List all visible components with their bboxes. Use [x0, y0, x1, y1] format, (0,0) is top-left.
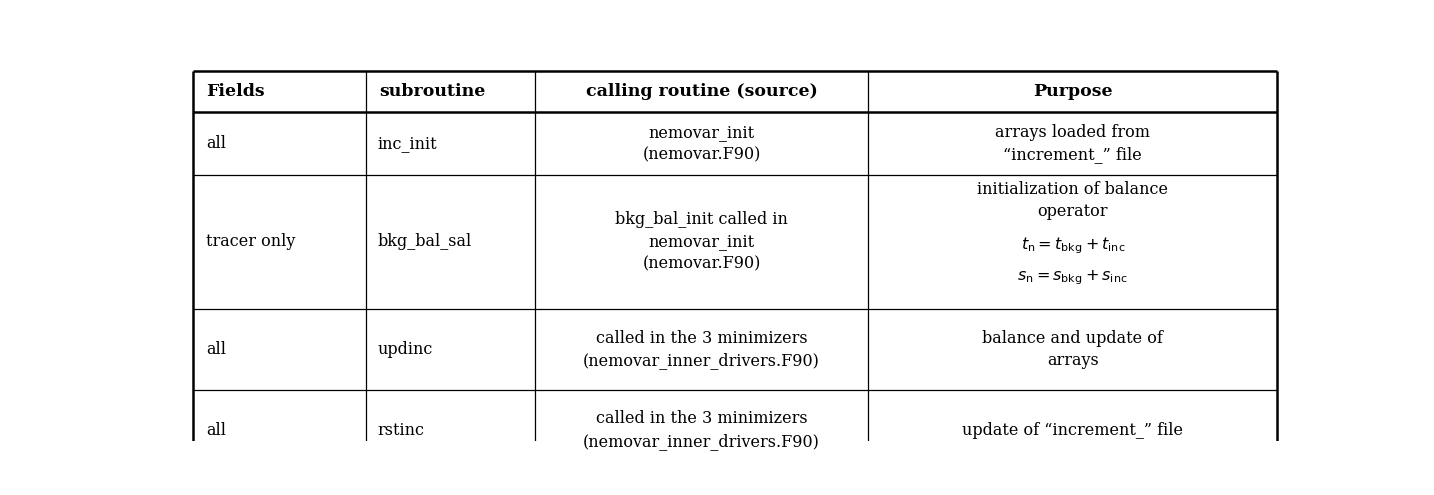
Text: all: all	[206, 135, 227, 152]
Text: all: all	[206, 341, 227, 358]
Text: Purpose: Purpose	[1032, 83, 1113, 100]
Text: $s_{\mathrm{n}} = s_{\mathrm{bkg}} + s_{\mathrm{inc}}$: $s_{\mathrm{n}} = s_{\mathrm{bkg}} + s_{…	[1018, 269, 1129, 288]
Text: balance and update of
arrays: balance and update of arrays	[982, 330, 1163, 369]
Text: $t_{\mathrm{n}} = t_{\mathrm{bkg}} + t_{\mathrm{inc}}$: $t_{\mathrm{n}} = t_{\mathrm{bkg}} + t_{…	[1021, 236, 1126, 256]
Text: bkg_bal_sal: bkg_bal_sal	[377, 234, 472, 250]
Text: tracer only: tracer only	[206, 234, 295, 250]
Text: Fields: Fields	[206, 83, 264, 100]
Text: subroutine: subroutine	[379, 83, 486, 100]
Text: updinc: updinc	[377, 341, 433, 358]
Text: update of “increment_” file: update of “increment_” file	[962, 422, 1183, 439]
Text: called in the 3 minimizers
(nemovar_inner_drivers.F90): called in the 3 minimizers (nemovar_inne…	[584, 410, 820, 449]
Text: inc_init: inc_init	[377, 135, 437, 152]
Text: nemovar_init
(nemovar.F90): nemovar_init (nemovar.F90)	[642, 124, 761, 163]
Text: calling routine (source): calling routine (source)	[585, 83, 817, 100]
Text: arrays loaded from
“increment_” file: arrays loaded from “increment_” file	[995, 124, 1150, 163]
Text: initialization of balance
operator: initialization of balance operator	[978, 181, 1169, 220]
Text: bkg_bal_init called in
nemovar_init
(nemovar.F90): bkg_bal_init called in nemovar_init (nem…	[615, 211, 789, 273]
Text: called in the 3 minimizers
(nemovar_inner_drivers.F90): called in the 3 minimizers (nemovar_inne…	[584, 330, 820, 369]
Text: all: all	[206, 422, 227, 439]
Text: rstinc: rstinc	[377, 422, 424, 439]
